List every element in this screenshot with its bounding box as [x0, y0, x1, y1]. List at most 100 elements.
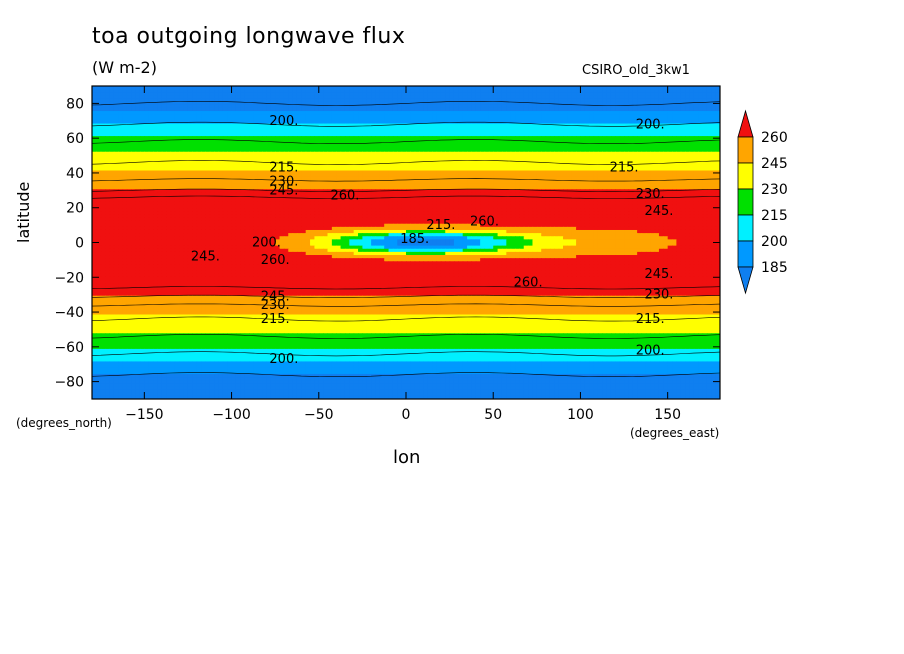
field-cell: [113, 111, 119, 115]
field-cell: [379, 89, 385, 93]
field-cell: [349, 107, 355, 112]
field-cell: [157, 111, 163, 115]
field-cell: [480, 92, 486, 96]
field-cell: [440, 120, 446, 125]
field-cell: [153, 120, 159, 125]
field-cell: [445, 104, 451, 109]
field-cell: [288, 98, 294, 103]
field-cell: [440, 92, 446, 96]
field-cell: [249, 117, 254, 122]
field-cell: [270, 95, 276, 100]
field-cell: [445, 86, 451, 90]
field-cell: [615, 111, 621, 115]
field-cell: [571, 95, 577, 100]
field-cell: [323, 98, 329, 103]
field-cell: [619, 117, 625, 122]
field-cell: [331, 89, 337, 93]
field-cell: [392, 104, 398, 109]
field-cell: [576, 107, 582, 112]
field-cell: [501, 92, 507, 96]
field-cell: [318, 98, 324, 103]
field-cell: [296, 89, 302, 93]
field-cell: [148, 86, 154, 90]
field-cell: [187, 101, 193, 106]
field-cell: [506, 114, 512, 118]
field-cell: [135, 114, 141, 118]
field-cell: [362, 101, 368, 106]
field-cell: [523, 89, 529, 93]
field-cell: [650, 114, 656, 118]
field-cell: [166, 114, 172, 118]
field-cell: [536, 95, 542, 100]
field-cell: [305, 95, 311, 100]
field-cell: [183, 117, 189, 122]
field-cell: [506, 117, 512, 122]
field-cell: [201, 95, 206, 100]
field-cell: [584, 107, 590, 112]
field-cell: [353, 120, 359, 125]
field-cell: [676, 89, 682, 93]
field-cell: [161, 95, 167, 100]
field-cell: [379, 104, 385, 109]
field-cell: [283, 95, 289, 100]
field-cell: [453, 114, 459, 118]
field-cell: [506, 98, 512, 103]
field-cell: [676, 92, 682, 96]
field-cell: [157, 101, 163, 106]
chart-title: toa outgoing longwave flux: [92, 24, 406, 49]
field-cell: [563, 120, 568, 125]
field-cell: [126, 107, 132, 112]
field-cell: [231, 120, 237, 125]
field-cell: [528, 104, 534, 109]
field-cell: [139, 104, 145, 109]
field-cell: [440, 86, 446, 90]
field-cell: [279, 86, 285, 90]
field-cell: [637, 95, 643, 100]
field-cell: [654, 95, 660, 100]
field-cell: [344, 98, 350, 103]
field-cell: [693, 104, 699, 109]
field-cell: [414, 120, 420, 125]
field-cell: [698, 89, 704, 93]
field-cell: [244, 86, 250, 90]
field-cell: [410, 107, 416, 112]
field-cell: [397, 86, 403, 90]
field-cell: [423, 98, 429, 103]
field-cell: [126, 120, 132, 125]
field-cell: [270, 114, 276, 118]
field-cell: [458, 86, 464, 90]
field-cell: [153, 86, 159, 90]
field-cell: [340, 120, 346, 125]
field-cell: [536, 92, 542, 96]
field-cell: [558, 111, 564, 115]
field-cell: [554, 120, 560, 125]
field-cell: [92, 114, 97, 118]
field-cell: [118, 107, 124, 112]
field-cell: [153, 111, 159, 115]
field-cell: [353, 95, 359, 100]
field-cell: [105, 86, 111, 90]
field-cell: [410, 98, 416, 103]
field-cell: [153, 98, 159, 103]
field-cell: [567, 98, 573, 103]
field-cell: [275, 117, 281, 122]
field-cell: [353, 107, 359, 112]
field-cell: [109, 95, 115, 100]
field-cell: [301, 101, 307, 106]
field-cell: [122, 92, 128, 96]
field-cell: [113, 98, 119, 103]
field-cell: [139, 86, 145, 90]
field-cell: [458, 104, 464, 109]
field-cell: [475, 117, 481, 122]
field-cell: [358, 117, 363, 122]
field-cell: [296, 101, 302, 106]
field-cell: [314, 114, 320, 118]
field-cell: [384, 95, 390, 100]
field-cell: [283, 89, 289, 93]
field-cell: [318, 114, 324, 118]
field-cell: [227, 104, 233, 109]
field-cell: [637, 120, 643, 125]
field-cell: [314, 111, 320, 115]
field-cell: [183, 111, 189, 115]
field-cell: [427, 101, 433, 106]
